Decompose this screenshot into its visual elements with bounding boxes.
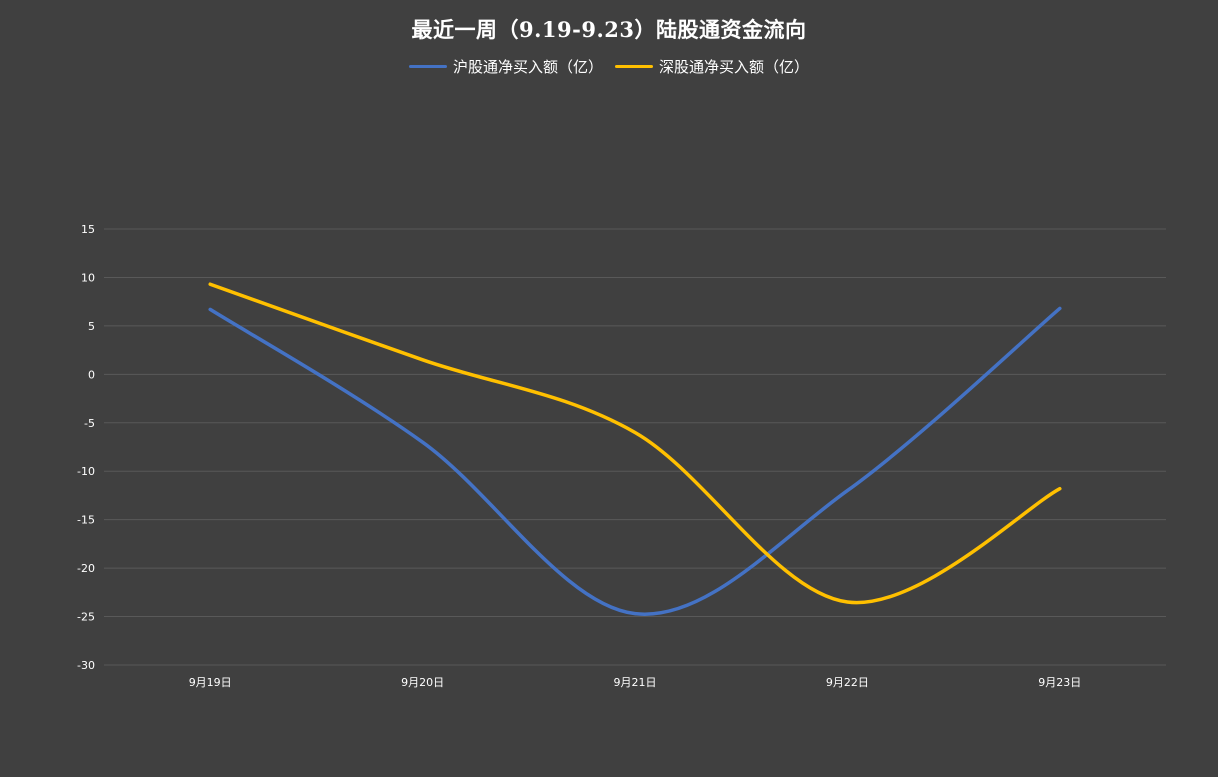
legend-swatch-sh	[408, 65, 447, 68]
y-tick-label: 0	[88, 368, 95, 381]
y-tick-label: -30	[77, 659, 95, 672]
x-tick-label: 9月21日	[614, 676, 657, 689]
x-tick-label: 9月23日	[1038, 676, 1081, 689]
legend-label-sz: 深股通净买入额（亿）	[659, 58, 810, 76]
y-tick-label: -5	[84, 417, 95, 430]
chart-title: 最近一周（9.19-9.23）陆股通资金流向	[411, 17, 807, 42]
y-tick-label: -25	[77, 611, 95, 624]
y-tick-label: 5	[88, 320, 95, 333]
x-tick-label: 9月19日	[189, 676, 232, 689]
series-line-sz	[208, 282, 1062, 605]
series-line-sh	[208, 306, 1062, 616]
y-tick-label: 10	[81, 271, 95, 284]
y-tick-label: -15	[77, 514, 95, 527]
legend-item-sh: 沪股通净买入额（亿）	[408, 56, 603, 77]
legend-swatch-sz	[615, 65, 653, 68]
x-tick-label: 9月22日	[826, 676, 869, 689]
legend: 沪股通净买入额（亿） 深股通净买入额（亿）	[0, 56, 1218, 77]
y-tick-label: -10	[77, 465, 95, 478]
x-tick-label: 9月20日	[401, 676, 444, 689]
y-tick-label: 15	[81, 223, 95, 236]
legend-item-sz: 深股通净买入额（亿）	[615, 56, 809, 77]
y-tick-label: -20	[77, 562, 95, 575]
legend-label-sh: 沪股通净买入额（亿）	[452, 58, 603, 76]
